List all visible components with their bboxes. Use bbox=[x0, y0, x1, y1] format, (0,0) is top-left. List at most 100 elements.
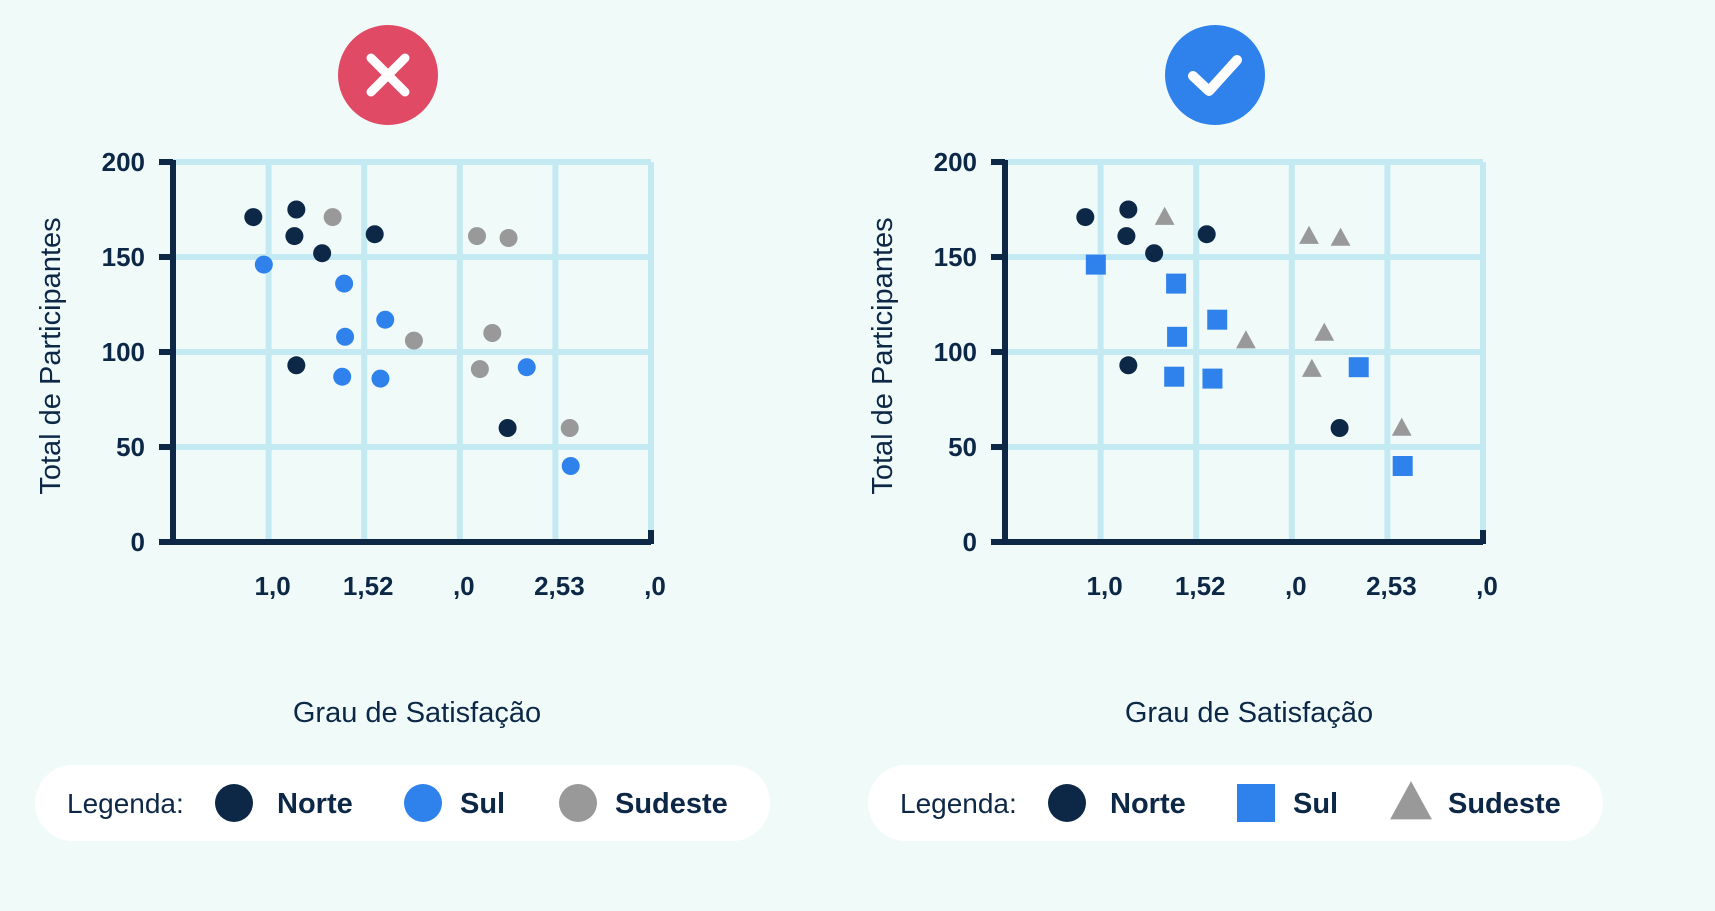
legend-marker-sul bbox=[1237, 784, 1275, 822]
data-point bbox=[1207, 309, 1228, 330]
legend-label-sudeste: Sudeste bbox=[615, 788, 728, 820]
legend-title: Legenda: bbox=[900, 788, 1017, 819]
x-tick-label: 1,0 bbox=[1087, 571, 1123, 601]
data-point bbox=[470, 360, 489, 379]
data-point bbox=[560, 419, 579, 437]
data-point bbox=[1154, 206, 1175, 225]
data-point bbox=[1330, 419, 1349, 437]
x-icon bbox=[338, 25, 438, 125]
series-sudeste bbox=[323, 208, 579, 437]
y-tick-label: 50 bbox=[116, 432, 145, 462]
x-tick-label: 1,0 bbox=[255, 571, 291, 601]
x-axis-title: Grau de Satisfação bbox=[293, 697, 541, 729]
data-point bbox=[499, 229, 518, 247]
data-point bbox=[1119, 200, 1138, 219]
y-tick-label: 50 bbox=[948, 432, 977, 462]
legend-marker-norte bbox=[215, 784, 253, 822]
legend-label-norte: Norte bbox=[1110, 788, 1186, 820]
data-point bbox=[498, 419, 517, 437]
legend-label-sul: Sul bbox=[460, 788, 505, 820]
data-point bbox=[1299, 225, 1319, 244]
legend: Legenda: Norte Sul Sudeste bbox=[868, 765, 1603, 841]
x-tick-label: 2,53 bbox=[534, 571, 585, 601]
x-tick-label: ,0 bbox=[644, 571, 666, 601]
data-point bbox=[1197, 225, 1216, 244]
data-point bbox=[1202, 368, 1223, 389]
data-point bbox=[287, 356, 306, 375]
y-tick-label: 200 bbox=[934, 147, 977, 177]
data-point bbox=[1348, 357, 1369, 378]
chart-panel-2: 0 50 100 150 200 1,0 1,52 ,0 2,53 ,0 Grau de Satis… bbox=[867, 25, 1603, 841]
data-point bbox=[376, 310, 395, 329]
y-tick-label: 100 bbox=[934, 337, 977, 367]
data-point bbox=[1166, 273, 1187, 294]
x-tick-label: 1,52 bbox=[343, 571, 394, 601]
data-point bbox=[1145, 244, 1164, 263]
data-point bbox=[1391, 417, 1412, 436]
chart-panel-1: 0 50 100 150 200 1,0 1,52 ,0 2,53 ,0 Grau de Satis… bbox=[35, 25, 770, 841]
data-point bbox=[1119, 356, 1138, 375]
badge-circle bbox=[1165, 25, 1265, 125]
data-point bbox=[333, 367, 352, 386]
y-tick-label: 100 bbox=[102, 337, 145, 367]
y-axis-title: Total de Participantes bbox=[35, 217, 67, 494]
data-point bbox=[371, 369, 390, 388]
data-point bbox=[1076, 208, 1095, 227]
x-tick-label: 1,52 bbox=[1175, 571, 1226, 601]
data-point bbox=[365, 225, 384, 244]
x-mark bbox=[366, 53, 410, 97]
data-point bbox=[517, 358, 536, 377]
grid bbox=[1005, 159, 1486, 542]
data-point bbox=[1164, 366, 1185, 387]
data-point bbox=[1167, 326, 1188, 347]
data-point bbox=[1236, 330, 1256, 349]
data-point bbox=[404, 331, 423, 350]
legend-marker-norte bbox=[1048, 784, 1086, 822]
series-sudeste bbox=[1154, 206, 1412, 436]
data-point bbox=[287, 200, 306, 219]
legend-label-norte: Norte bbox=[277, 788, 353, 820]
legend-box bbox=[868, 765, 1603, 841]
x-tick-label: ,0 bbox=[1476, 571, 1498, 601]
data-point bbox=[1117, 227, 1136, 246]
y-tick-label: 150 bbox=[934, 242, 977, 272]
data-point bbox=[254, 255, 273, 274]
series-sul bbox=[254, 255, 580, 475]
y-tick-label: 0 bbox=[963, 527, 977, 557]
data-point bbox=[335, 274, 354, 293]
y-tick-label: 0 bbox=[131, 527, 145, 557]
x-axis-title: Grau de Satisfação bbox=[1125, 697, 1373, 729]
legend-label-sul: Sul bbox=[1293, 788, 1338, 820]
data-point bbox=[1301, 358, 1322, 377]
data-point bbox=[313, 244, 332, 263]
y-tick-label: 150 bbox=[102, 242, 145, 272]
data-point bbox=[1392, 456, 1413, 476]
data-point bbox=[244, 208, 263, 227]
grid bbox=[173, 159, 654, 542]
data-point bbox=[468, 227, 487, 246]
x-tick-label: ,0 bbox=[453, 571, 475, 601]
x-tick-label: ,0 bbox=[1285, 571, 1307, 601]
data-point bbox=[285, 227, 304, 246]
series-sul bbox=[1085, 254, 1413, 476]
legend-marker-sudeste bbox=[559, 784, 597, 822]
check-icon bbox=[1165, 25, 1265, 125]
legend-box bbox=[35, 765, 770, 841]
legend-title: Legenda: bbox=[67, 788, 184, 819]
legend-marker-sudeste bbox=[1390, 781, 1432, 820]
data-point bbox=[336, 327, 355, 346]
data-point bbox=[323, 208, 342, 227]
series-norte bbox=[1076, 200, 1349, 437]
data-point bbox=[1330, 227, 1351, 246]
legend-label-sudeste: Sudeste bbox=[1448, 788, 1561, 820]
legend: Legenda: Norte Sul Sudeste bbox=[35, 765, 770, 841]
data-point bbox=[1314, 322, 1335, 341]
legend-marker-sul bbox=[404, 784, 442, 822]
x-tick-label: 2,53 bbox=[1366, 571, 1417, 601]
check-mark bbox=[1188, 55, 1242, 96]
data-point bbox=[561, 457, 580, 475]
y-tick-label: 200 bbox=[102, 147, 145, 177]
data-point bbox=[1085, 254, 1106, 275]
data-point bbox=[483, 324, 502, 342]
